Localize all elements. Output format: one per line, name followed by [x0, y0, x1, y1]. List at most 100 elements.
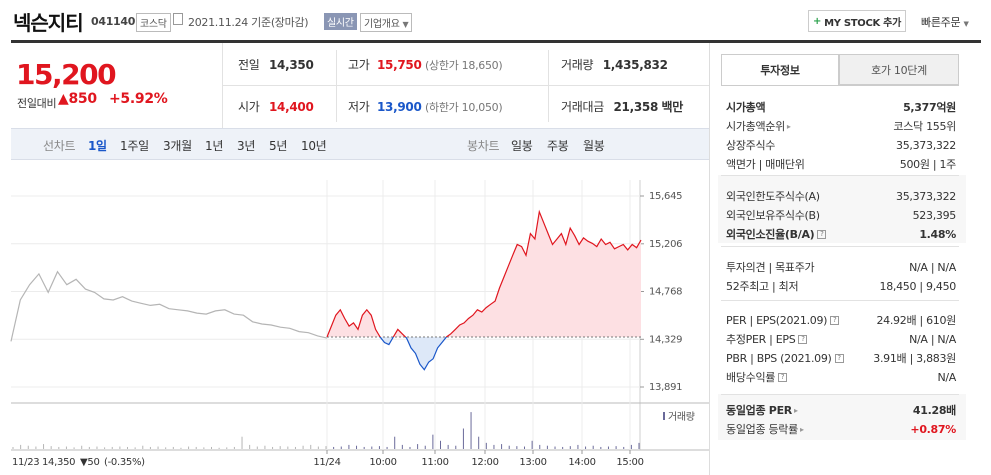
tab-1day[interactable]: 1일	[88, 139, 107, 153]
tab-weekly-candle[interactable]: 주봉	[547, 139, 569, 153]
info-row-label-text[interactable]: 동일업종 PER	[726, 404, 792, 417]
quick-order-dropdown[interactable]: 빠른주문 ▼	[921, 14, 969, 30]
divider	[548, 50, 549, 122]
realtime-badge[interactable]: 실시간	[324, 13, 357, 30]
market-badge: 코스닥	[136, 13, 171, 32]
volume-label: 거래량	[561, 58, 594, 72]
info-row-label: 시가총액순위 ▸	[726, 118, 791, 134]
info-row-label-text: 상장주식수	[726, 139, 776, 152]
chevron-down-icon: ▼	[402, 20, 409, 29]
change-value: ▲850	[58, 91, 97, 107]
y-tick-label: 13,891	[649, 382, 682, 393]
chevron-down-icon: ▼	[963, 20, 969, 28]
tab-daily-candle[interactable]: 일봉	[511, 139, 533, 153]
x-tick-label: 10:00	[369, 457, 396, 468]
x-tick-label: 11/24	[313, 457, 340, 468]
info-row-value: 18,450 | 9,450	[879, 279, 957, 293]
lower-limit: (하한가 10,050)	[425, 101, 503, 114]
y-tick-label: 14,329	[649, 334, 682, 345]
info-row-value: 35,373,322	[896, 138, 956, 152]
info-row: 외국인한도주식수(A) 35,373,322	[726, 187, 956, 205]
info-icon[interactable]: ?	[798, 334, 808, 344]
info-row-value: 41.28배	[912, 404, 956, 417]
date-basis: 2021.11.24 기준(장마감)	[188, 16, 309, 29]
divider	[222, 85, 709, 86]
info-icon[interactable]: ?	[830, 315, 840, 325]
info-row-value: 코스닥 155위	[893, 120, 956, 133]
info-row-label: 시가총액	[726, 99, 766, 115]
info-row-value: 24.92배 | 610원	[876, 314, 956, 327]
high-label: 고가	[348, 58, 370, 72]
x-tick-label: 15:00	[616, 457, 643, 468]
info-row: 동일업종 등락률 ▸ +0.87%	[726, 420, 956, 438]
tab-3month[interactable]: 3개월	[163, 139, 192, 153]
divider	[721, 394, 959, 395]
chevron-right-icon[interactable]: ▸	[793, 405, 798, 415]
up-triangle-icon: ▲	[58, 91, 69, 107]
amount-unit: 백만	[661, 100, 684, 114]
info-row: 동일업종 PER ▸ 41.28배	[726, 401, 956, 419]
today-up-area	[327, 211, 641, 338]
stock-header: 넥슨지티 041140 코스닥 2021.11.24 기준(장마감) 실시간 기…	[0, 0, 991, 40]
info-row-label: 추정PER | EPS?	[726, 331, 808, 347]
info-row: 52주최고 | 최저 18,450 | 9,450	[726, 277, 956, 295]
tab-monthly-candle[interactable]: 월봉	[583, 139, 605, 153]
info-row-label-text: 추정PER | EPS	[726, 333, 796, 346]
tab-1week[interactable]: 1주일	[120, 139, 149, 153]
prev-close: 전일 14,350	[238, 56, 314, 73]
info-row-label-text: 시가총액	[726, 101, 766, 114]
y-tick-label: 15,645	[649, 191, 682, 202]
info-icon[interactable]: ?	[778, 372, 788, 382]
add-mystock-label: MY STOCK 추가	[824, 17, 901, 29]
info-row: 상장주식수 35,373,322	[726, 136, 956, 154]
add-mystock-button[interactable]: + MY STOCK 추가	[808, 10, 906, 32]
info-row: 추정PER | EPS? N/A | N/A	[726, 330, 956, 348]
plus-icon: +	[813, 15, 822, 27]
volume: 거래량 1,435,832	[561, 56, 668, 73]
info-row-label-text: 52주최고 | 최저	[726, 280, 799, 293]
info-icon[interactable]: ?	[834, 353, 844, 363]
foreign-ownership-group	[718, 175, 966, 243]
line-chart-label: 선차트	[43, 139, 76, 153]
tab-5year[interactable]: 5년	[269, 139, 288, 153]
prev-day-date: 11/23	[12, 457, 39, 468]
tab-3year[interactable]: 3년	[237, 139, 256, 153]
prev-close-label: 전일	[238, 58, 260, 72]
info-row-label-text: 액면가 | 매매단위	[726, 158, 805, 171]
info-row: 액면가 | 매매단위 500원 | 1주	[726, 155, 956, 173]
tab-investment-info[interactable]: 투자정보	[721, 54, 839, 85]
company-overview-label: 기업개요	[364, 19, 400, 30]
x-tick-label: 14:00	[568, 457, 595, 468]
info-row-label-text: 외국인소진율(B/A)	[726, 228, 815, 241]
sector-group	[718, 394, 966, 440]
quick-order-label: 빠른주문	[921, 16, 961, 29]
info-row-label: PBR | BPS (2021.09)?	[726, 352, 844, 365]
info-row-label: 배당수익률?	[726, 369, 788, 385]
divider	[721, 175, 959, 176]
info-row-label: 동일업종 등락률 ▸	[726, 421, 804, 437]
info-row-label: PER | EPS(2021.09)?	[726, 314, 840, 327]
investment-info-panel	[709, 43, 981, 475]
high-value: 15,750	[377, 58, 422, 72]
info-row-value: 35,373,322	[896, 189, 956, 203]
info-row-label-text[interactable]: 시가총액순위	[726, 120, 785, 133]
info-row-value: +0.87%	[910, 422, 956, 436]
divider	[721, 85, 959, 86]
info-icon[interactable]: ?	[817, 229, 827, 239]
chevron-right-icon[interactable]: ▸	[786, 121, 791, 131]
info-row-value: N/A | N/A	[909, 260, 956, 274]
candle-chart-label: 봉차트	[467, 139, 500, 153]
tab-10-level-quotes[interactable]: 호가 10단계	[839, 54, 959, 85]
info-row: 외국인보유주식수(B) 523,395	[726, 206, 956, 224]
change-label: 전일대비	[17, 97, 57, 110]
info-row-value: N/A	[937, 370, 956, 384]
tab-1year[interactable]: 1년	[205, 139, 224, 153]
info-row-label-text[interactable]: 동일업종 등락률	[726, 423, 798, 436]
divider	[721, 246, 959, 247]
open-price: 시가 14,400	[238, 98, 314, 115]
amount-value: 21,358	[613, 100, 658, 114]
chevron-right-icon[interactable]: ▸	[799, 424, 804, 434]
company-overview-dropdown[interactable]: 기업개요 ▼	[360, 13, 413, 32]
info-row-label-text: PBR | BPS (2021.09)	[726, 351, 832, 365]
tab-10year[interactable]: 10년	[301, 139, 327, 153]
